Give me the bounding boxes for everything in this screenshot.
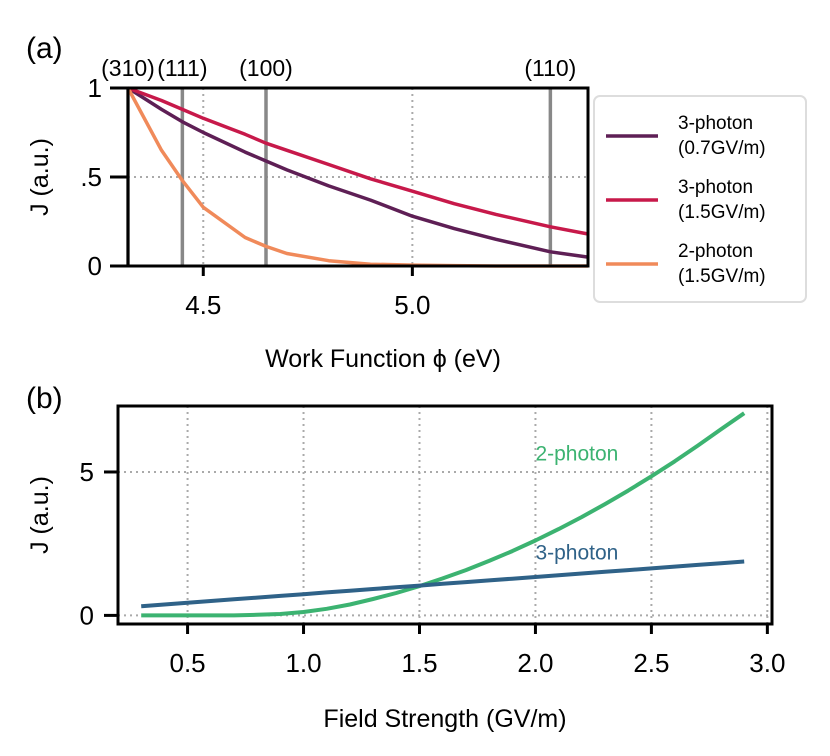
- panel-b-label: (b): [26, 382, 63, 415]
- legend-label: 2-photon: [678, 241, 753, 262]
- panel-b-x-tick-label: 1.0: [285, 648, 321, 678]
- panel-b-x-tick-label: 0.5: [169, 648, 205, 678]
- panel-b-x-tick-label: 2.5: [633, 648, 669, 678]
- panel-a-facet-label: (310): [101, 55, 155, 81]
- panel-b-x-tick-label: 2.0: [517, 648, 553, 678]
- panel-b-grid: [118, 406, 772, 624]
- panel-a-x-tick-label: 5.0: [394, 290, 430, 320]
- panel-b-x-tick-label: 1.5: [401, 648, 437, 678]
- panel-a-ticks: 4.5 5.0 0 .5 1: [80, 73, 430, 320]
- panel-a-facet-label: (110): [524, 55, 576, 81]
- panel-a-facet-labels: (310) (111) (100) (110): [101, 55, 576, 81]
- panel-b-annotations: 2-photon 3-photon: [535, 443, 618, 565]
- panel-b-ticks: 0.5 1.0 1.5 2.0 2.5 3.0 0 5: [80, 457, 786, 678]
- panel-a-facet-label: (100): [239, 55, 293, 81]
- panel-a-series-line: [127, 86, 589, 259]
- panel-a-label: (a): [26, 32, 63, 65]
- legend-box: [593, 95, 807, 303]
- panel-b-frame: [116, 404, 774, 626]
- panel-a-y-tick-label: .5: [80, 162, 102, 192]
- panel-a-legend: 3-photon (0.7GV/m) 3-photon (1.5GV/m) 2-phot…: [593, 95, 807, 303]
- panel-b-series-annotation: 2-photon: [535, 443, 618, 466]
- legend-sublabel: (1.5GV/m): [678, 266, 766, 287]
- panel-a-y-tick-label: 1: [88, 73, 102, 103]
- panel-a-y-tick-label: 0: [88, 251, 102, 281]
- panel-b-series: [141, 411, 746, 618]
- panel-a-x-tick-label: 4.5: [185, 290, 221, 320]
- panel-b-series-annotation: 3-photon: [535, 541, 618, 564]
- panel-b-x-tick-label: 3.0: [749, 648, 785, 678]
- legend-sublabel: (0.7GV/m): [678, 138, 766, 159]
- panel-a: (a) 4.5 5.0 0 .5 1 (310) (111) (100) (110) Work…: [26, 32, 807, 373]
- legend-sublabel: (1.5GV/m): [678, 202, 766, 223]
- panel-b-y-tick-label: 0: [80, 600, 94, 630]
- legend-label: 3-photon: [678, 177, 753, 198]
- panel-a-facet-label: (111): [157, 55, 207, 81]
- panel-b-y-tick-label: 5: [80, 457, 94, 487]
- panel-a-series-line: [127, 86, 589, 236]
- panel-b-series-line: [141, 411, 746, 618]
- panel-a-grid: [128, 87, 588, 267]
- panel-a-y-axis-label: J (a.u.): [26, 138, 54, 216]
- panel-b-series-line: [141, 559, 745, 609]
- panel-b-x-axis-label: Field Strength (GV/m): [323, 705, 566, 733]
- legend-label: 3-photon: [678, 113, 753, 134]
- panel-a-x-axis-label: Work Function ϕ (eV): [265, 345, 501, 373]
- panel-b: (b) 0.5 1.0 1.5 2.0 2.5 3.0 0 5 2-photon 3-photo…: [26, 382, 785, 733]
- panel-b-y-axis-label: J (a.u.): [26, 476, 54, 554]
